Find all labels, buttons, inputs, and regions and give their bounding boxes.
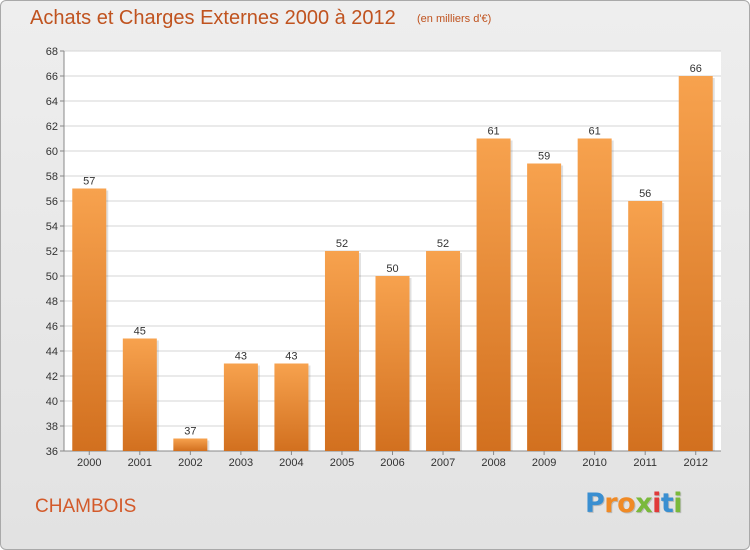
y-tick-label: 48 [46, 296, 58, 308]
x-tick-label: 2010 [582, 457, 606, 469]
data-label: 45 [134, 326, 146, 338]
data-label: 52 [336, 238, 348, 250]
y-tick-label: 52 [46, 246, 58, 258]
logo-letter: o [617, 488, 636, 519]
data-label: 43 [235, 351, 247, 363]
x-tick-label: 2007 [431, 457, 455, 469]
y-tick-label: 36 [46, 446, 58, 458]
y-tick-label: 40 [46, 396, 58, 408]
bar [426, 251, 461, 451]
logo-letter: r [604, 488, 618, 519]
y-tick-label: 64 [46, 96, 58, 108]
proxiti-logo: Proxiti [585, 488, 683, 519]
logo-letter: P [585, 488, 605, 519]
bar [324, 251, 359, 451]
y-tick-label: 66 [46, 71, 58, 83]
x-tick-label: 2004 [279, 457, 303, 469]
bar [72, 188, 107, 451]
data-label: 37 [184, 426, 196, 438]
y-tick-label: 56 [46, 196, 58, 208]
chart-title: Achats et Charges Externes 2000 à 2012 [30, 7, 396, 29]
data-label: 56 [639, 188, 651, 200]
bar [375, 276, 410, 451]
data-label: 50 [386, 263, 398, 275]
x-tick-label: 2000 [77, 457, 101, 469]
data-label: 43 [285, 351, 297, 363]
bar [628, 201, 663, 451]
bar [527, 163, 562, 451]
x-tick-label: 2001 [128, 457, 152, 469]
data-label: 57 [83, 176, 95, 188]
data-label: 59 [538, 151, 550, 163]
y-tick-label: 46 [46, 321, 58, 333]
data-label: 66 [690, 63, 702, 75]
commune-name: CHAMBOIS [35, 496, 137, 517]
y-tick-label: 58 [46, 171, 58, 183]
bar [274, 363, 309, 451]
x-tick-label: 2009 [532, 457, 556, 469]
y-tick-label: 62 [46, 121, 58, 133]
y-tick-label: 44 [46, 346, 58, 358]
bar [577, 138, 612, 451]
bar [122, 338, 157, 451]
bar [476, 138, 511, 451]
data-label: 61 [487, 126, 499, 138]
y-tick-label: 50 [46, 271, 58, 283]
bar [223, 363, 258, 451]
chart-subtitle: (en milliers d'€) [417, 13, 492, 25]
bar [173, 438, 208, 451]
x-tick-label: 2003 [229, 457, 253, 469]
logo-letter: t [660, 488, 674, 519]
y-tick-label: 42 [46, 371, 58, 383]
logo-letter: i [652, 488, 661, 519]
x-tick-label: 2002 [178, 457, 202, 469]
y-tick-label: 60 [46, 146, 58, 158]
data-label: 61 [589, 126, 601, 138]
data-label: 52 [437, 238, 449, 250]
x-tick-label: 2005 [330, 457, 354, 469]
x-tick-label: 2006 [380, 457, 404, 469]
y-tick-label: 68 [46, 46, 58, 58]
x-tick-label: 2011 [633, 457, 657, 469]
y-tick-label: 54 [46, 221, 58, 233]
y-tick-label: 38 [46, 421, 58, 433]
x-tick-label: 2012 [683, 457, 707, 469]
logo-letter: i [673, 488, 683, 519]
logo-letter: x [635, 488, 653, 519]
bar [678, 76, 713, 451]
x-tick-label: 2008 [481, 457, 505, 469]
